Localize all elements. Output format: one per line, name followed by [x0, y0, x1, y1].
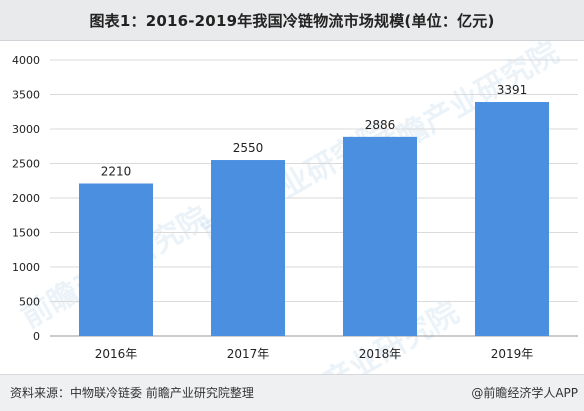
- data-label: 2886: [365, 118, 396, 132]
- y-tick-label: 1500: [12, 227, 40, 240]
- bar: [475, 102, 549, 336]
- x-tick-label: 2019年: [491, 347, 534, 361]
- data-label: 2550: [233, 141, 264, 155]
- x-axis-ticks: 2016年 2017年 2018年 2019年: [95, 347, 534, 361]
- brand-credit: @前瞻经济学人APP: [471, 386, 578, 400]
- y-tick-label: 3500: [12, 89, 40, 102]
- data-label: 2210: [101, 165, 132, 179]
- bar-chart: 前瞻产业研究院前瞻产业研究院前瞻产业研究院前瞻产业研究院 05001000150…: [12, 41, 578, 374]
- y-tick-label: 1000: [12, 261, 40, 274]
- x-tick-label: 2016年: [95, 347, 138, 361]
- bar: [343, 136, 417, 336]
- chart-title-bar: 图表1：2016-2019年我国冷链物流市场规模(单位：亿元): [0, 0, 584, 40]
- x-tick-label: 2018年: [359, 347, 402, 361]
- y-tick-label: 2000: [12, 192, 40, 205]
- title-divider: [0, 40, 584, 41]
- footer-divider: [0, 374, 584, 375]
- y-tick-label: 2500: [12, 158, 40, 171]
- data-labels: 2210 2550 2886 3391: [101, 83, 528, 178]
- bar: [79, 183, 153, 336]
- y-tick-label: 4000: [12, 54, 40, 67]
- source-note: 资料来源：中物联冷链委 前瞻产业研究院整理: [10, 386, 254, 400]
- chart-title: 图表1：2016-2019年我国冷链物流市场规模(单位：亿元): [89, 11, 495, 30]
- x-tick-label: 2017年: [227, 347, 270, 361]
- y-tick-label: 0: [33, 330, 40, 343]
- chart-footer: 资料来源：中物联冷链委 前瞻产业研究院整理 @前瞻经济学人APP: [0, 375, 584, 411]
- data-label: 3391: [497, 83, 528, 97]
- bars: [79, 102, 549, 336]
- y-tick-label: 500: [19, 296, 40, 309]
- y-axis-ticks: 0 500 1000 1500 2000 2500 3000 3500 4000: [12, 54, 40, 343]
- y-tick-label: 3000: [12, 123, 40, 136]
- bar: [211, 160, 285, 336]
